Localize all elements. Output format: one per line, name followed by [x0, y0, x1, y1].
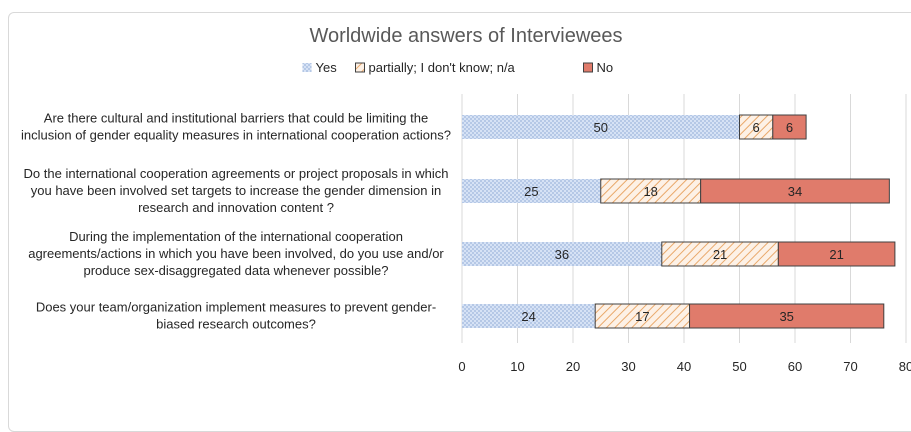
x-tick-label: 70 — [843, 359, 857, 374]
data-label: 24 — [521, 309, 535, 324]
legend-swatch — [355, 62, 365, 73]
legend-item: partially; I don't know; n/a — [355, 60, 516, 75]
data-label: 18 — [643, 184, 657, 199]
category-label: Do the international cooperation agreeme… — [24, 166, 449, 215]
legend-label: partially; I don't know; n/a — [369, 60, 516, 75]
x-axis-ticks: 0 10 20 30 40 50 60 70 80 — [458, 359, 911, 374]
category-label: Are there cultural and institutional bar… — [21, 111, 451, 143]
x-tick-label: 10 — [510, 359, 524, 374]
data-label: 25 — [524, 184, 538, 199]
data-label: 34 — [788, 184, 802, 199]
x-tick-label: 30 — [621, 359, 635, 374]
x-tick-label: 80 — [899, 359, 911, 374]
bar-segment — [661, 241, 779, 267]
bar-segment — [689, 303, 885, 329]
data-label: 17 — [635, 309, 649, 324]
x-tick-label: 0 — [458, 359, 465, 374]
bar-segment — [777, 241, 896, 267]
data-label: 21 — [829, 247, 843, 262]
data-label: 36 — [555, 247, 569, 262]
chart-title: Worldwide answers of Interviewees — [309, 25, 622, 47]
x-tick-label: 60 — [788, 359, 802, 374]
legend-swatch — [302, 63, 312, 72]
legend-item: Yes — [302, 60, 338, 75]
data-label: 21 — [713, 247, 727, 262]
bar-segment — [772, 114, 807, 140]
bar-segment — [462, 115, 740, 139]
bar-segment — [462, 242, 662, 266]
bar-segment — [462, 304, 596, 328]
legend-label: Yes — [316, 60, 338, 75]
legend-label: No — [597, 60, 614, 75]
category-label: Does your team/organization implement me… — [36, 300, 436, 332]
bar-segment — [462, 179, 601, 203]
x-tick-label: 40 — [677, 359, 691, 374]
legend-item: No — [583, 60, 614, 75]
data-label: 35 — [779, 309, 793, 324]
bars: 50 6 6 25 18 34 36 21 21 24 17 35 — [462, 114, 896, 329]
data-label: 50 — [594, 120, 608, 135]
bar-segment — [700, 178, 890, 204]
x-tick-label: 20 — [566, 359, 580, 374]
category-labels: Are there cultural and institutional bar… — [21, 111, 451, 332]
category-label: During the implementation of the interna… — [28, 229, 444, 278]
x-tick-label: 50 — [732, 359, 746, 374]
data-label: 6 — [753, 120, 760, 135]
stacked-bar-chart: Worldwide answers of Interviewees Yes par… — [21, 25, 911, 374]
legend: Yes partially; I don't know; n/a No — [302, 60, 614, 75]
legend-swatch — [583, 62, 593, 73]
data-label: 6 — [786, 120, 793, 135]
bar-segment — [600, 178, 702, 204]
bar-segment — [594, 303, 691, 329]
